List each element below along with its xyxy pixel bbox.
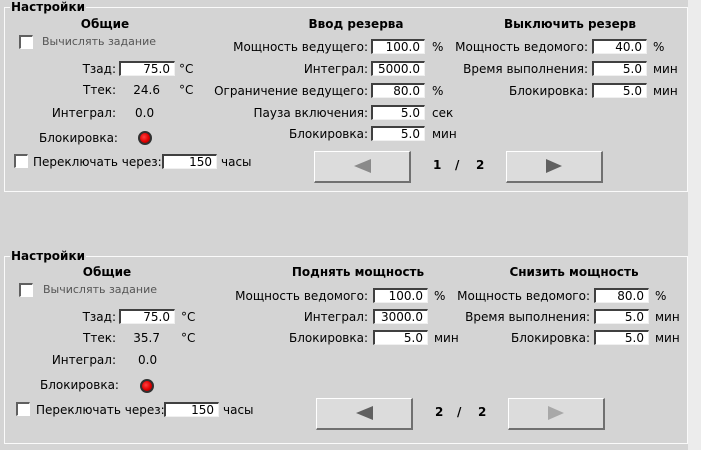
row-label: Ограничение ведущего: xyxy=(214,84,368,98)
switch-hours-input[interactable]: 150 xyxy=(162,154,217,169)
row-input[interactable]: 5000.0 xyxy=(371,61,425,76)
block-label: Блокировка: xyxy=(39,131,118,145)
prev-page-button[interactable] xyxy=(314,151,411,183)
row-label: Время выполнения: xyxy=(463,62,588,76)
row-input[interactable]: 80.0 xyxy=(371,83,425,98)
row-unit: сек xyxy=(432,106,454,120)
page-total: 2 xyxy=(478,405,487,419)
section2-header: Поднять мощность xyxy=(291,265,425,279)
row-input[interactable]: 5.0 xyxy=(371,105,425,120)
panel-title: Настройки xyxy=(10,249,87,263)
row-input[interactable]: 5.0 xyxy=(594,330,649,345)
general-header: Общие xyxy=(80,17,130,31)
calc-task-label: Вычислять задание xyxy=(43,283,158,296)
general-header: Общие xyxy=(82,265,132,279)
row-label: Блокировка: xyxy=(289,127,368,141)
row-input[interactable]: 5.0 xyxy=(373,330,428,345)
page-separator: / xyxy=(455,158,460,172)
row-unit: % xyxy=(434,289,446,303)
t-set-unit: °C xyxy=(181,310,196,324)
switch-hours-input[interactable]: 150 xyxy=(164,402,219,417)
row-unit: мин xyxy=(653,84,678,98)
triangle-left-icon xyxy=(356,406,373,420)
integral-label: Интеграл: xyxy=(51,106,116,120)
row-input[interactable]: 5.0 xyxy=(592,61,647,76)
row-input[interactable]: 100.0 xyxy=(373,288,428,303)
row-label: Интеграл: xyxy=(303,62,368,76)
t-cur-value: 24.6 xyxy=(133,83,160,97)
row-input[interactable]: 100.0 xyxy=(371,39,425,54)
switch-checkbox[interactable] xyxy=(16,402,30,416)
row-unit: мин xyxy=(434,331,459,345)
page-current: 2 xyxy=(435,405,444,419)
switch-unit: часы xyxy=(221,155,252,169)
row-unit: мин xyxy=(432,127,457,141)
t-set-unit: °C xyxy=(179,62,194,76)
row-input[interactable]: 5.0 xyxy=(371,126,425,141)
calc-task-checkbox[interactable] xyxy=(19,35,33,49)
row-label: Блокировка: xyxy=(289,331,368,345)
row-unit: мин xyxy=(653,62,678,76)
t-cur-value: 35.7 xyxy=(133,331,160,345)
triangle-left-icon xyxy=(354,159,371,173)
t-set-input[interactable]: 75.0 xyxy=(119,309,175,324)
switch-checkbox[interactable] xyxy=(14,154,28,168)
switch-label: Переключать через: xyxy=(36,403,165,417)
row-label: Интеграл: xyxy=(303,310,368,324)
row-input[interactable]: 5.0 xyxy=(594,309,649,324)
triangle-right-icon xyxy=(548,406,564,420)
row-input[interactable]: 80.0 xyxy=(594,288,649,303)
row-input[interactable]: 40.0 xyxy=(592,39,647,54)
settings-panel-top xyxy=(4,7,688,192)
block-label: Блокировка: xyxy=(40,378,119,392)
page-separator: / xyxy=(457,405,462,419)
row-unit: % xyxy=(432,40,444,54)
calc-task-label: Вычислять задание xyxy=(42,35,157,48)
row-label: Мощность ведомого: xyxy=(455,40,588,54)
triangle-right-icon xyxy=(546,159,562,173)
calc-task-checkbox[interactable] xyxy=(19,283,33,297)
prev-page-button[interactable] xyxy=(316,398,413,430)
row-label: Мощность ведомого: xyxy=(457,289,590,303)
red-led-icon xyxy=(140,379,154,393)
red-led-icon xyxy=(138,131,152,145)
t-set-label: Тзад: xyxy=(82,310,116,324)
switch-unit: часы xyxy=(223,403,254,417)
t-cur-unit: °C xyxy=(179,83,194,97)
section2-header: Ввод резерва xyxy=(308,17,404,31)
t-cur-unit: °C xyxy=(181,331,196,345)
next-page-button[interactable] xyxy=(506,151,603,183)
next-page-button[interactable] xyxy=(508,398,605,430)
section3-header: Выключить резерв xyxy=(504,17,636,31)
t-cur-label: Ттек: xyxy=(83,83,116,97)
integral-value: 0.0 xyxy=(135,106,155,120)
row-label: Время выполнения: xyxy=(465,310,590,324)
integral-label: Интеграл: xyxy=(51,353,116,367)
row-input[interactable]: 3000.0 xyxy=(373,309,428,324)
integral-value: 0.0 xyxy=(138,353,158,367)
t-set-label: Тзад: xyxy=(82,62,116,76)
row-label: Блокировка: xyxy=(509,84,588,98)
switch-label: Переключать через: xyxy=(33,155,162,169)
t-cur-label: Ттек: xyxy=(83,331,116,345)
section3-header: Снизить мощность xyxy=(509,265,639,279)
window-edge xyxy=(688,0,701,450)
t-set-input[interactable]: 75.0 xyxy=(119,61,175,76)
row-label: Блокировка: xyxy=(511,331,590,345)
row-input[interactable]: 5.0 xyxy=(592,83,647,98)
row-unit: мин xyxy=(655,310,680,324)
row-label: Мощность ведомого: xyxy=(235,289,368,303)
row-unit: % xyxy=(655,289,667,303)
row-label: Пауза включения: xyxy=(253,106,369,120)
row-label: Мощность ведущего: xyxy=(233,40,368,54)
page-current: 1 xyxy=(433,158,442,172)
settings-panel-bottom xyxy=(4,256,688,444)
row-unit: % xyxy=(432,84,444,98)
page-total: 2 xyxy=(476,158,485,172)
row-unit: мин xyxy=(655,331,680,345)
panel-title: Настройки xyxy=(10,0,87,14)
row-unit: % xyxy=(653,40,665,54)
